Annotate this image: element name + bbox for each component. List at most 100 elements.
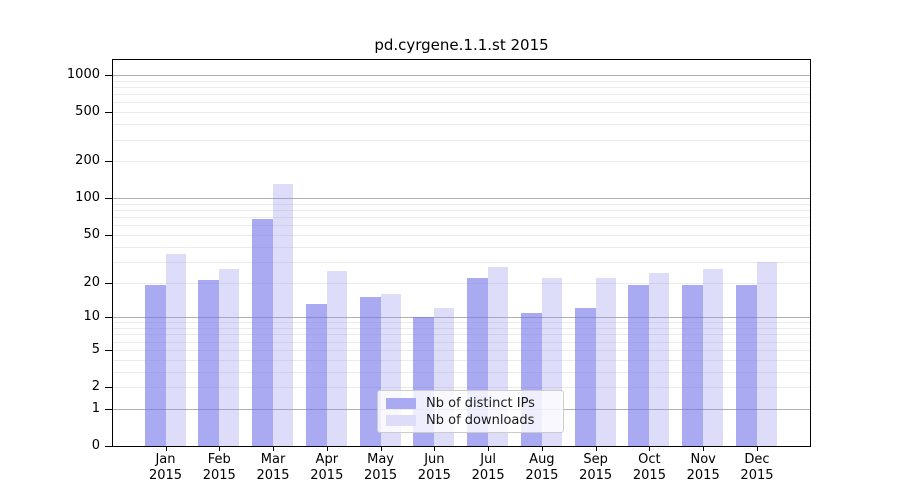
legend-label-distinct-ips: Nb of distinct IPs <box>426 395 535 411</box>
x-axis-tick <box>380 446 382 451</box>
gridline-minor <box>113 371 810 373</box>
x-axis-tick <box>595 446 597 451</box>
gridline-minor <box>113 359 810 361</box>
y-axis-tick <box>105 349 112 351</box>
x-axis-label: Nov 2015 <box>675 452 731 484</box>
bar-distinct-ips-nov <box>682 285 704 446</box>
bar-distinct-ips-feb <box>198 280 220 446</box>
y-axis-label: 0 <box>91 438 100 453</box>
x-label-year: 2015 <box>471 468 505 483</box>
x-label-month: Mar <box>260 452 286 467</box>
bar-distinct-ips-jan <box>144 285 166 446</box>
x-label-year: 2015 <box>579 468 613 483</box>
y-axis-tick <box>105 161 112 163</box>
gridline-minor <box>113 139 810 141</box>
x-axis-tick <box>219 446 221 451</box>
gridline-minor <box>113 225 810 227</box>
y-axis-tick <box>105 234 112 236</box>
legend-label-downloads: Nb of downloads <box>426 412 535 428</box>
y-axis-tick <box>105 282 112 284</box>
gridline-minor <box>113 112 810 114</box>
x-label-year: 2015 <box>310 468 344 483</box>
x-label-month: Jul <box>480 452 496 467</box>
x-axis-label: Apr 2015 <box>299 452 355 484</box>
bar-downloads-dec <box>756 261 777 446</box>
legend-row-distinct-ips: Nb of distinct IPs <box>386 395 555 411</box>
gridline-minor <box>113 349 810 351</box>
y-axis-label: 20 <box>83 274 100 290</box>
y-axis-tick <box>105 446 112 447</box>
x-label-month: Feb <box>207 452 231 467</box>
bar-distinct-ips-oct <box>628 285 650 446</box>
x-axis-tick <box>326 446 328 451</box>
bar-distinct-ips-sep <box>574 308 596 446</box>
x-axis-tick <box>165 446 167 451</box>
x-label-year: 2015 <box>632 468 666 483</box>
gridline-minor <box>113 102 810 104</box>
legend-swatch-downloads <box>386 414 416 426</box>
x-label-year: 2015 <box>148 468 183 483</box>
x-label-month: Dec <box>744 452 770 467</box>
bar-downloads-jan <box>165 253 186 446</box>
x-label-year: 2015 <box>417 468 451 483</box>
x-label-month: Apr <box>315 452 339 467</box>
y-axis-label: 50 <box>83 226 100 242</box>
y-axis-tick <box>105 75 112 76</box>
bar-downloads-oct <box>649 273 670 446</box>
x-label-month: Aug <box>529 452 555 467</box>
legend-swatch-distinct-ips <box>386 397 416 409</box>
y-axis-tick <box>105 198 112 200</box>
x-label-year: 2015 <box>202 468 236 483</box>
x-axis-label: Jun 2015 <box>406 452 462 484</box>
x-label-year: 2015 <box>525 468 559 483</box>
x-axis-label: Jan 2015 <box>138 452 194 484</box>
x-axis-tick <box>703 446 705 451</box>
bar-downloads-nov <box>703 269 724 446</box>
legend: Nb of distinct IPs Nb of downloads <box>377 390 564 433</box>
x-label-year: 2015 <box>256 468 290 483</box>
gridline-minor <box>113 161 810 163</box>
x-axis-tick <box>756 446 758 451</box>
y-axis-label: 500 <box>75 104 100 120</box>
x-label-month: Sep <box>583 452 608 467</box>
x-axis-tick <box>541 446 543 451</box>
x-label-year: 2015 <box>686 468 720 483</box>
plot-area <box>112 59 811 447</box>
x-label-year: 2015 <box>740 468 774 483</box>
y-axis-label: 10 <box>83 309 100 325</box>
gridline-minor <box>113 234 810 236</box>
gridline-minor <box>113 322 810 324</box>
chart-title: pd.cyrgene.1.1.st 2015 <box>374 36 549 54</box>
y-axis-label: 1 <box>91 400 100 416</box>
gridline-minor <box>113 86 810 88</box>
y-axis-label: 5 <box>91 341 100 357</box>
y-axis-label: 1000 <box>66 67 100 82</box>
x-axis-tick <box>434 446 436 451</box>
x-axis-tick <box>488 446 490 451</box>
gridline-minor <box>113 334 810 336</box>
gridline-minor <box>113 203 810 205</box>
x-label-month: Jun <box>424 452 445 467</box>
y-axis-tick <box>105 317 112 319</box>
gridline-major <box>113 75 810 76</box>
bar-distinct-ips-may <box>359 297 381 446</box>
gridline-minor <box>113 217 810 219</box>
x-axis-tick <box>649 446 651 451</box>
y-axis-label: 200 <box>75 153 100 169</box>
bar-downloads-apr <box>326 271 347 446</box>
x-label-month: May <box>367 452 395 467</box>
x-label-month: Nov <box>690 452 716 467</box>
x-label-month: Oct <box>638 452 661 467</box>
gridline-minor <box>113 328 810 329</box>
gridline-minor <box>113 124 810 126</box>
gridline-minor <box>113 210 810 212</box>
gridline-major <box>113 317 810 319</box>
x-axis-label: May 2015 <box>353 452 409 484</box>
x-axis-label: Feb 2015 <box>191 452 247 484</box>
y-axis-tick <box>105 112 112 114</box>
bar-distinct-ips-apr <box>305 304 327 446</box>
x-axis-label: Sep 2015 <box>568 452 624 484</box>
gridline-major <box>113 198 810 200</box>
gridline-minor <box>113 282 810 284</box>
x-axis-label: Oct 2015 <box>621 452 677 484</box>
